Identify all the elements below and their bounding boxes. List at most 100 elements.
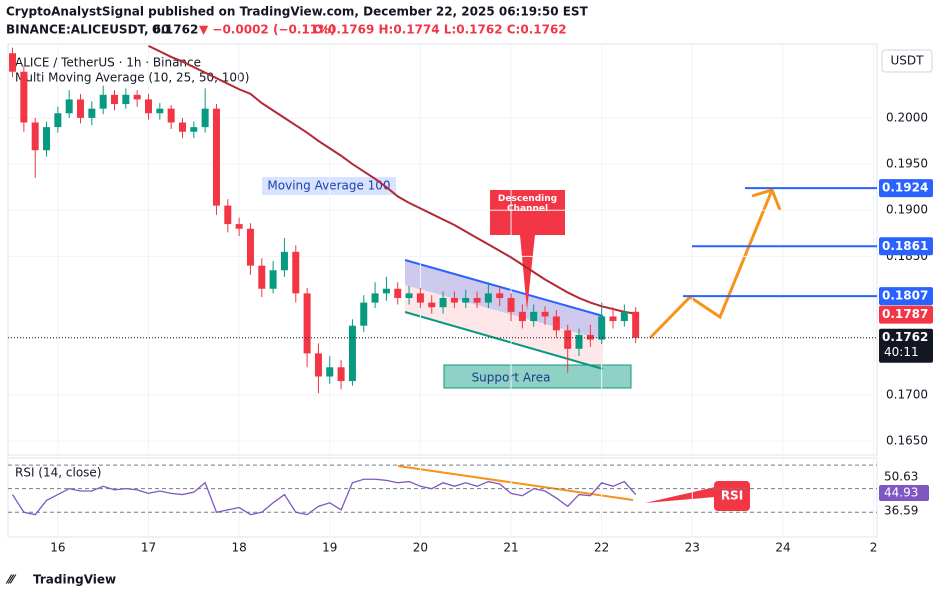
ohlc: O:0.1769 H:0.1774 L:0.1762 C:0.1762 <box>313 23 567 37</box>
x-tick-label: 18 <box>231 541 246 555</box>
x-tick-label: 19 <box>322 541 337 555</box>
candle-body <box>394 288 402 298</box>
rsi-line <box>11 478 637 516</box>
candle-body <box>212 108 220 206</box>
rsi-tag-label: 36.59 <box>884 504 918 518</box>
candle-body <box>428 302 436 308</box>
chart-title: ALICE / TetherUS · 1h · Binance <box>15 56 201 70</box>
price-tag <box>879 328 933 363</box>
candle-body <box>156 108 164 114</box>
candle-body <box>20 71 28 123</box>
candle-body <box>190 127 198 132</box>
candle-body <box>9 53 17 72</box>
x-tick-label: 21 <box>503 541 518 555</box>
candle-body <box>246 228 254 266</box>
candle-body <box>609 316 617 322</box>
projection <box>648 189 774 340</box>
candle-body <box>405 293 413 298</box>
candle-body <box>620 311 628 322</box>
countdown: 40:11 <box>884 345 919 359</box>
candle-body <box>133 94 141 100</box>
footer: TradingView <box>33 573 116 587</box>
candle-body <box>201 108 209 128</box>
channel-upper <box>404 259 604 317</box>
candle-body <box>235 224 243 229</box>
y-tick-label: 0.1700 <box>886 387 928 401</box>
currency-box[interactable] <box>881 49 933 73</box>
support-box <box>443 364 632 389</box>
candle-body <box>564 330 572 349</box>
price-tag-label: 0.1861 <box>882 239 928 253</box>
candle-body <box>77 99 85 118</box>
candle-body <box>575 334 583 349</box>
x-tick-label: 23 <box>685 541 700 555</box>
rsi-tag <box>879 503 929 519</box>
candle-body <box>303 293 311 354</box>
candle-body <box>258 265 266 289</box>
last: 0.1762 <box>152 23 198 37</box>
candle-body <box>99 94 107 109</box>
candle-body <box>178 122 186 132</box>
candle-body <box>496 293 504 298</box>
candle-body <box>507 297 515 312</box>
projection-arrow <box>751 188 782 211</box>
price-tag <box>879 305 933 324</box>
candle-body <box>518 311 526 322</box>
price-tag <box>879 287 933 306</box>
y-tick-label: 0.1900 <box>886 203 928 217</box>
candle-body <box>450 297 458 303</box>
x-tick-label: 16 <box>50 541 65 555</box>
price-tag-label: 0.1762 <box>882 330 928 344</box>
candle-body <box>54 113 62 128</box>
channel-fill <box>405 260 603 369</box>
candle-body <box>371 293 379 303</box>
candle-body <box>31 122 39 151</box>
rsi-tag <box>879 485 929 501</box>
x-tick-label: 17 <box>141 541 156 555</box>
price-tag <box>879 237 933 256</box>
rsi-tag-label: 50.63 <box>884 470 918 484</box>
candle-body <box>314 353 322 377</box>
currency: USDT <box>891 54 925 68</box>
y-tick-label: 0.1650 <box>886 434 928 448</box>
candle-body <box>43 127 51 151</box>
candle-body <box>541 311 549 317</box>
candle-body <box>144 99 152 114</box>
channel-lower <box>404 311 604 370</box>
candle-body <box>224 205 232 225</box>
price-tag <box>879 179 933 198</box>
candle-body <box>416 293 424 303</box>
candle-body <box>167 108 175 123</box>
x-tick-label: 22 <box>594 541 609 555</box>
candle-body <box>88 108 96 118</box>
candle-body <box>111 94 119 105</box>
y-tick-label: 0.1950 <box>886 157 928 171</box>
candle-body <box>598 316 606 340</box>
candle-body <box>473 297 481 303</box>
candle-body <box>382 288 390 294</box>
candle-body <box>122 94 130 105</box>
publisher: CryptoAnalystSignal published on Trading… <box>6 5 589 19</box>
candle-body <box>439 297 447 308</box>
channel-callout-label: Descending Channel <box>497 194 558 214</box>
price-tag-label: 0.1807 <box>882 289 928 303</box>
candle-body <box>348 325 356 382</box>
rsi-tag <box>879 469 929 485</box>
x-tick-label: 20 <box>413 541 428 555</box>
candle-body <box>462 297 470 303</box>
candle-body <box>269 270 277 289</box>
candle-body <box>484 293 492 303</box>
candle-body <box>65 99 73 114</box>
rsi-callout-pointer <box>645 487 715 503</box>
candle-body <box>337 367 345 382</box>
y-tick-label: 0.2000 <box>886 110 928 124</box>
rsi-tag-label: 44.93 <box>884 486 918 500</box>
candle-body <box>326 367 334 377</box>
main-pane <box>7 43 878 456</box>
price-tag-label: 0.1924 <box>882 181 928 195</box>
candle-body <box>530 311 538 322</box>
ma-label: Moving Average 100 <box>267 179 390 193</box>
candle-body <box>552 316 560 331</box>
